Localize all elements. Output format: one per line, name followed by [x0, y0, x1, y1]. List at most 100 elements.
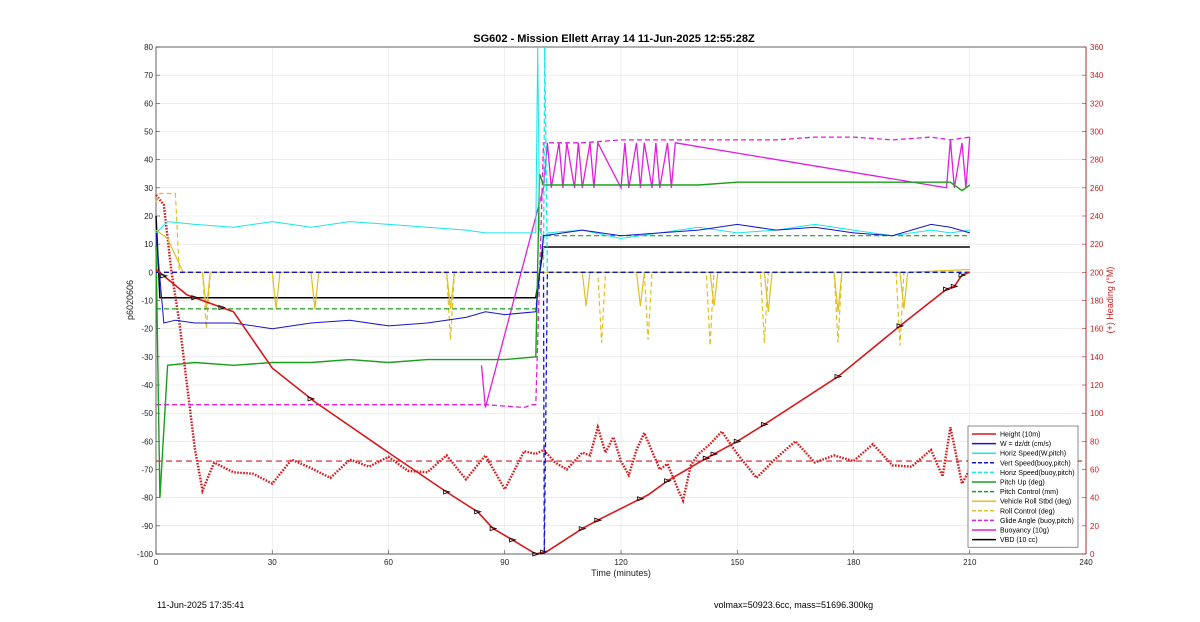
legend-entry: Roll Control (deg): [1000, 508, 1055, 515]
y-tick-label-right: 340: [1090, 71, 1104, 80]
series-layer: [155, 46, 1086, 557]
x-tick-label: 90: [500, 558, 509, 567]
y-tick-label-left: -10: [141, 297, 153, 306]
x-tick-label: 180: [847, 558, 861, 567]
footer-info: volmax=50923.6cc, mass=51696.300kg: [714, 600, 874, 610]
y-tick-label-right: 240: [1090, 212, 1104, 221]
series-pitch-up-deg: [155, 173, 971, 498]
height-marker: [834, 373, 843, 380]
height-marker: [733, 438, 742, 444]
legend-entry: Horiz Speed(W,pitch): [1000, 451, 1066, 458]
series-horiz-speed-w-pitch: [155, 46, 970, 240]
y-tick-label-left: 10: [144, 240, 153, 249]
y-tick-label-right: 60: [1090, 466, 1099, 475]
series-heading: [155, 194, 971, 505]
y-tick-label-left: 80: [144, 43, 153, 52]
y-tick-label-right: 320: [1090, 99, 1104, 108]
y-tick-label-right: 360: [1090, 43, 1104, 52]
x-axis: 0 30 60 90 120 150 180 210 240: [154, 550, 1093, 567]
x-tick-label: 60: [384, 558, 393, 567]
height-marker: [489, 526, 498, 532]
height-marker: [443, 489, 451, 495]
chart-title: SG602 - Mission Ellett Array 14 11-Jun-2…: [473, 33, 755, 45]
grid: [155, 46, 1087, 555]
y-axis-label-left: p6020606: [125, 280, 135, 320]
y-tick-label-right: 140: [1090, 353, 1104, 362]
y-tick-label-right: 300: [1090, 128, 1104, 137]
y-axis-right: 3603403203002802602402202001801601401201…: [1082, 43, 1104, 559]
y-tick-label-left: -60: [141, 437, 153, 446]
height-marker: [509, 537, 517, 543]
series-glide-angle-buoy-pitch: [156, 136, 970, 409]
height-marker: [664, 478, 672, 484]
series-buoyancy-10g: [480, 137, 971, 408]
series-w-dz-dt-cm-s: [155, 223, 970, 330]
y-tick-label-right: 100: [1090, 409, 1104, 418]
series-vehicle-roll-stbd-deg: [155, 229, 970, 312]
y-tick-label-right: 220: [1090, 240, 1104, 249]
y-tick-label-left: 60: [144, 99, 153, 108]
legend-entry: Vehicle Roll Stbd (deg): [1000, 499, 1071, 506]
y-tick-label-right: 40: [1090, 494, 1099, 503]
height-marker: [594, 517, 603, 523]
legend-entry: Height (10m): [1000, 432, 1040, 439]
y-tick-label-right: 260: [1090, 184, 1104, 193]
height-marker: [636, 496, 645, 502]
y-tick-label-left: -40: [141, 381, 153, 390]
y-tick-label-right: 200: [1090, 268, 1104, 277]
height-marker: [710, 451, 719, 457]
height-marker: [950, 283, 959, 289]
height-marker: [702, 455, 711, 461]
y-tick-label-left: -90: [141, 522, 153, 531]
y-tick-label-left: 20: [144, 212, 153, 221]
x-tick-label: 210: [963, 558, 977, 567]
height-marker: [532, 551, 541, 557]
y-tick-label-right: 280: [1090, 156, 1104, 165]
y-tick-label-left: 0: [149, 268, 154, 277]
y-tick-label-left: 40: [144, 156, 153, 165]
legend-entry: Horiz Speed(buoy,pitch): [1000, 470, 1075, 477]
height-marker: [578, 526, 587, 532]
height-marker: [760, 421, 769, 427]
x-tick-label: 0: [154, 558, 159, 567]
legend-entry: Glide Angle (buoy,pitch): [1000, 518, 1074, 525]
series-vbd-10-cc: [155, 215, 970, 299]
y-tick-label-left: -70: [141, 466, 153, 475]
legend-box: [967, 425, 1079, 548]
x-tick-label: 30: [268, 558, 277, 567]
y-tick-label-left: -30: [141, 353, 153, 362]
x-tick-label: 150: [731, 558, 745, 567]
y-tick-label-left: -100: [137, 550, 154, 559]
y-tick-label-left: -20: [141, 325, 153, 334]
y-axis-left: 80 70 60 50 40 30 20 10 0 -10 -20 -30 -40 -50 -60 -70 -8…: [137, 43, 160, 559]
height-marker: [218, 304, 227, 311]
y-tick-label-left: 50: [144, 128, 153, 137]
legend-entry: Pitch Control (mm): [1000, 489, 1058, 496]
height-marker: [307, 396, 316, 402]
height-marker: [896, 323, 905, 329]
x-tick-label: 120: [614, 558, 628, 567]
legend-entry: W = dz/dt (cm/s): [1000, 441, 1051, 448]
legend-entry: Pitch Up (deg): [1000, 480, 1045, 487]
series-height-10m: [155, 268, 971, 555]
x-tick-label: 240: [1079, 558, 1093, 567]
y-tick-label-left: 70: [144, 71, 153, 80]
height-marker: [191, 295, 200, 301]
series-roll-control-deg: [155, 192, 970, 346]
legend-entry: VBD (10 cc): [1000, 537, 1038, 544]
y-tick-label-left: 30: [144, 184, 153, 193]
y-tick-label-left: -50: [141, 409, 153, 418]
x-axis-label: Time (minutes): [591, 568, 651, 578]
legend: Height (10m) W = dz/dt (cm/s) Horiz Speed(…: [967, 425, 1079, 548]
height-marker: [958, 272, 967, 278]
footer-timestamp: 11-Jun-2025 17:35:41: [157, 600, 245, 610]
height-marker: [540, 549, 548, 555]
height-marker: [160, 273, 169, 279]
y-tick-label-right: 20: [1090, 522, 1099, 531]
y-tick-label-right: 160: [1090, 325, 1104, 334]
height-marker: [474, 509, 482, 515]
y-tick-label-right: 80: [1090, 437, 1099, 446]
y-tick-label-right: 120: [1090, 381, 1104, 390]
height-marker: [943, 286, 951, 292]
